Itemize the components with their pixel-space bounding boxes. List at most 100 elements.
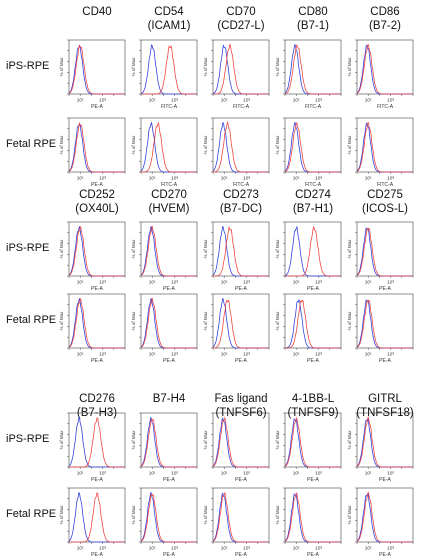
- plot-frame: [284, 293, 342, 349]
- isotype-histogram: [356, 298, 413, 349]
- x-axis-label: PE-A: [235, 552, 247, 558]
- x-axis-label: PE-A: [91, 552, 103, 558]
- stained-histogram: [68, 225, 125, 277]
- isotype-histogram: [212, 122, 269, 173]
- marker-alias: (ICAM1): [147, 20, 191, 32]
- stained-histogram: [140, 297, 197, 349]
- marker-header: CD86 (B7-2): [347, 5, 423, 33]
- x-tick-label: 10³: [387, 176, 394, 182]
- x-axis-label: PE-A: [307, 552, 319, 558]
- plot-frame: [212, 117, 270, 173]
- y-axis-label: % of Max: [275, 135, 280, 155]
- x-tick-label: 10³: [99, 546, 106, 552]
- x-tick-label: 10³: [387, 471, 394, 477]
- isotype-histogram: [140, 492, 197, 543]
- x-tick-label: 10³: [99, 471, 106, 477]
- y-axis-label: % of Max: [347, 135, 352, 155]
- stained-histogram: [284, 417, 341, 468]
- row-label: iPS-RPE: [6, 242, 50, 254]
- isotype-histogram: [284, 492, 341, 543]
- x-axis-label: PE-A: [379, 358, 391, 364]
- x-tick-label: 10³: [315, 280, 322, 286]
- isotype-histogram: [284, 299, 341, 349]
- x-axis-label: PE-A: [235, 286, 247, 292]
- stained-histogram: [141, 45, 197, 95]
- stained-histogram: [140, 225, 197, 277]
- x-axis-label: PE-A: [91, 477, 103, 483]
- x-tick-label: 10¹: [149, 471, 156, 477]
- plot-frame: [356, 39, 414, 95]
- stained-histogram: [212, 491, 269, 543]
- x-tick-label: 10¹: [221, 280, 228, 286]
- isotype-histogram: [284, 225, 341, 277]
- x-axis-label: PE-A: [379, 477, 391, 483]
- x-tick-label: 10¹: [221, 546, 228, 552]
- marker-name: CD252: [79, 189, 115, 201]
- y-axis-label: % of Max: [275, 430, 280, 450]
- x-tick-label: 10³: [171, 176, 178, 182]
- isotype-histogram: [356, 44, 413, 95]
- plot-frame: [356, 487, 414, 543]
- marker-alias: (B7-H1): [292, 203, 334, 215]
- marker-name: CD80: [298, 6, 328, 18]
- isotype-histogram: [356, 418, 413, 468]
- isotype-histogram: [212, 417, 269, 468]
- x-axis-label: PE-A: [163, 552, 175, 558]
- x-axis-label: PE-A: [91, 104, 103, 110]
- x-tick-label: 10³: [315, 546, 322, 552]
- x-axis-label: FITC-A: [377, 104, 394, 110]
- y-axis-label: % of Max: [59, 57, 64, 77]
- stained-histogram: [356, 491, 413, 543]
- stained-histogram: [284, 122, 341, 173]
- row-label: Fetal RPE: [6, 508, 57, 520]
- isotype-histogram: [284, 417, 341, 468]
- x-tick-label: 10³: [171, 98, 178, 104]
- x-tick-label: 10¹: [77, 280, 84, 286]
- x-axis-label: PE-A: [307, 358, 319, 364]
- x-tick-label: 10³: [243, 471, 250, 477]
- stained-histogram: [212, 43, 269, 95]
- plot-frame: [212, 412, 270, 468]
- plot-frame: [140, 487, 198, 543]
- marker-header: CD276 (B7-H3): [59, 392, 135, 420]
- isotype-histogram: [68, 122, 125, 173]
- stained-histogram: [212, 120, 269, 173]
- stained-histogram: [356, 416, 413, 468]
- plot-frame: [140, 293, 198, 349]
- isotype-histogram: [356, 493, 413, 543]
- marker-name: 4-1BB-L: [291, 393, 335, 405]
- stained-histogram: [212, 416, 269, 468]
- isotype-histogram: [284, 122, 341, 173]
- marker-name: CD276: [79, 393, 115, 405]
- x-tick-label: 10³: [243, 176, 250, 182]
- x-axis-label: PE-A: [307, 477, 319, 483]
- x-axis-label: FITC-A: [305, 182, 322, 188]
- stained-histogram: [69, 417, 125, 468]
- plot-frame: [68, 293, 126, 349]
- x-axis-label: PE-A: [379, 286, 391, 292]
- marker-alias: (CD27-L): [217, 20, 265, 32]
- y-axis-label: % of Max: [347, 311, 352, 331]
- x-tick-label: 10¹: [221, 176, 228, 182]
- x-axis-label: FITC-A: [161, 182, 178, 188]
- x-tick-label: 10¹: [149, 98, 156, 104]
- x-axis-label: PE-A: [163, 477, 175, 483]
- x-tick-label: 10³: [243, 280, 250, 286]
- x-tick-label: 10³: [315, 98, 322, 104]
- x-tick-label: 10¹: [365, 352, 372, 358]
- row-label: iPS-RPE: [6, 60, 50, 72]
- marker-name: CD54: [154, 6, 184, 18]
- x-tick-label: 10¹: [149, 352, 156, 358]
- y-axis-label: % of Max: [203, 135, 208, 155]
- isotype-histogram: [140, 417, 197, 468]
